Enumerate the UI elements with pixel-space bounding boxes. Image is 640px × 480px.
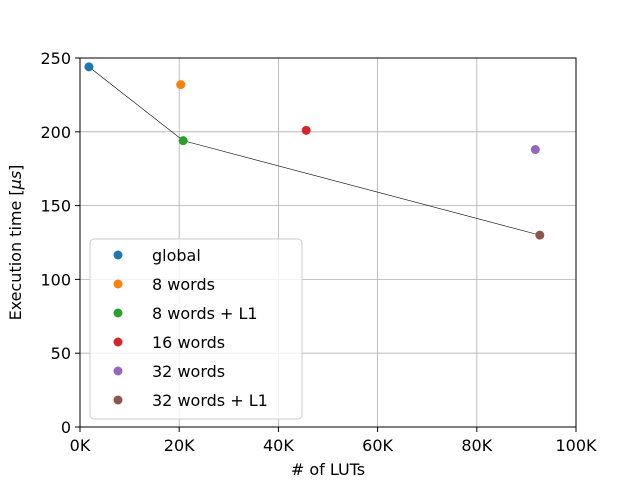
pareto-line	[88, 66, 540, 236]
y-tick-label: 100	[40, 270, 71, 289]
legend-marker	[113, 250, 123, 260]
legend-label: 8 words	[152, 275, 215, 294]
y-tick-label: 150	[40, 197, 71, 216]
x-tick-label: 60K	[362, 436, 393, 455]
legend-item: 32 words + L1	[113, 391, 268, 410]
x-axis-ticks: 0K 20K 40K 60K 80K 100K	[70, 427, 597, 455]
y-tick-label: 250	[40, 49, 71, 68]
y-tick-label: 0	[61, 418, 71, 437]
legend-label: 16 words	[152, 333, 225, 352]
legend: global 8 words 8 words + L1 16 words 32 word…	[89, 238, 303, 420]
data-point	[178, 136, 188, 146]
x-tick-label: 80K	[461, 436, 492, 455]
legend-item: 32 words	[113, 362, 225, 381]
x-axis-label: # of LUTs	[291, 460, 365, 479]
legend-label: 32 words	[152, 362, 225, 381]
legend-marker	[113, 395, 123, 405]
pareto-line-group	[88, 66, 540, 236]
y-axis-label-prefix: Execution time [	[6, 189, 25, 320]
legend-marker	[113, 337, 123, 347]
y-axis-label: Execution time [μs]	[6, 165, 25, 321]
y-axis-label-unit: μs	[6, 171, 25, 191]
x-tick-label: 40K	[263, 436, 294, 455]
legend-item: 8 words + L1	[113, 304, 258, 323]
data-point	[301, 125, 311, 135]
legend-label: 32 words + L1	[152, 391, 268, 410]
data-points	[84, 62, 545, 240]
legend-item: 16 words	[113, 333, 225, 352]
legend-marker	[113, 366, 123, 376]
x-tick-label: 100K	[555, 436, 597, 455]
legend-label: global	[152, 246, 201, 265]
plot-frame	[79, 57, 577, 428]
data-point	[535, 230, 545, 240]
y-tick-label: 200	[40, 123, 71, 142]
legend-box	[89, 238, 303, 420]
x-tick-label: 20K	[164, 436, 195, 455]
legend-marker	[113, 279, 123, 289]
data-point	[530, 145, 540, 155]
x-tick-label: 0K	[70, 436, 91, 455]
data-point	[176, 80, 186, 90]
legend-marker	[113, 308, 123, 318]
data-point	[84, 62, 94, 72]
legend-label: 8 words + L1	[152, 304, 258, 323]
legend-item: 8 words	[113, 275, 215, 294]
legend-items: global 8 words 8 words + L1 16 words 32 word…	[113, 246, 268, 410]
y-axis-ticks: 0 50 100 150 200 250	[40, 49, 80, 437]
y-axis-label-suffix: ]	[6, 165, 25, 171]
legend-item: global	[113, 246, 201, 265]
y-tick-label: 50	[51, 344, 71, 363]
